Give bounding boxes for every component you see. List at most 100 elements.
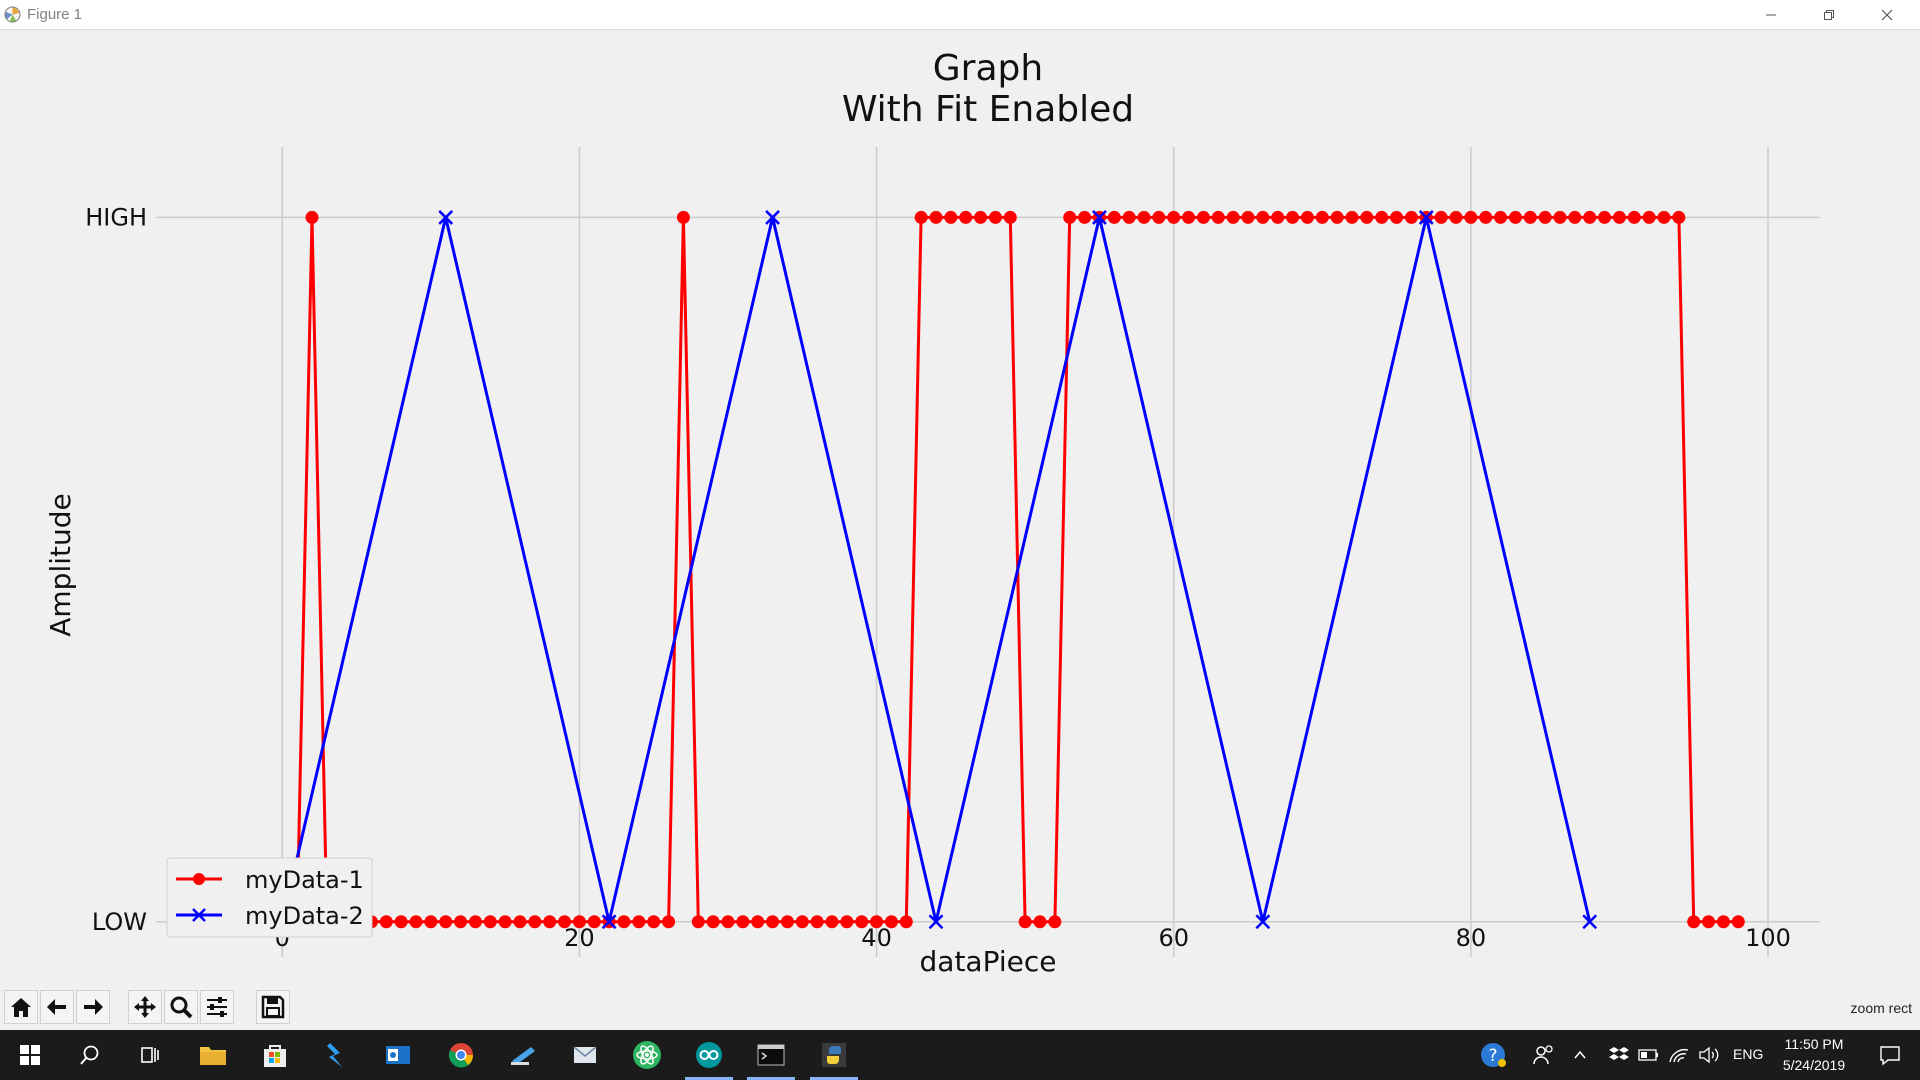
- taskbar-python[interactable]: [806, 1030, 862, 1080]
- x-tick-label: 40: [861, 924, 892, 952]
- move-icon: [134, 996, 156, 1018]
- data-point: [468, 915, 482, 929]
- action-center-button[interactable]: [1862, 1030, 1918, 1080]
- data-point: [1300, 210, 1314, 224]
- taskbar-arduino[interactable]: [681, 1030, 737, 1080]
- notification-icon: [1880, 1046, 1900, 1066]
- help-question-icon: ?: [1481, 1043, 1506, 1067]
- data-point: [1271, 210, 1285, 224]
- home-button[interactable]: [4, 990, 38, 1024]
- data-point: [825, 915, 839, 929]
- close-icon: [1881, 9, 1893, 20]
- toolbar-message: zoom rect: [1850, 1000, 1912, 1016]
- python-icon: [822, 1043, 846, 1067]
- data-point: [647, 915, 661, 929]
- data-point: [1672, 210, 1686, 224]
- clock-time[interactable]: 11:50 PM: [1784, 1036, 1844, 1052]
- data-point: [928, 914, 944, 930]
- configure-subplots-button[interactable]: [200, 990, 234, 1024]
- data-point: [1508, 210, 1522, 224]
- y-tick-label: HIGH: [85, 203, 147, 231]
- data-point: [706, 915, 720, 929]
- taskbar-terminal[interactable]: [743, 1030, 799, 1080]
- atom-icon: [633, 1041, 661, 1069]
- back-button[interactable]: [40, 990, 74, 1024]
- language-indicator[interactable]: ENG: [1733, 1046, 1764, 1062]
- title-bar: Figure 1: [0, 0, 1920, 30]
- zoom-button[interactable]: [164, 990, 198, 1024]
- clock-date[interactable]: 5/24/2019: [1782, 1057, 1846, 1073]
- battery-icon: [1638, 1049, 1658, 1061]
- data-point: [662, 915, 676, 929]
- battery-tray-button[interactable]: [1634, 1030, 1664, 1080]
- data-point: [855, 915, 869, 929]
- volume-tray-button[interactable]: [1694, 1030, 1724, 1080]
- x-tick-label: 80: [1456, 924, 1487, 952]
- data-point: [394, 915, 408, 929]
- envelope-icon: [573, 1046, 597, 1063]
- taskbar-chrome[interactable]: [433, 1030, 489, 1080]
- data-point: [1360, 210, 1374, 224]
- data-point: [305, 210, 319, 224]
- data-point: [617, 915, 631, 929]
- task-view-button[interactable]: [122, 1030, 178, 1080]
- show-hidden-icons-button[interactable]: [1565, 1030, 1595, 1080]
- data-point: [1018, 915, 1032, 929]
- data-point: [409, 915, 423, 929]
- data-point: [1063, 210, 1077, 224]
- lightning-app-icon: [327, 1043, 342, 1067]
- data-point: [1642, 210, 1656, 224]
- data-point: [929, 210, 943, 224]
- data-point: [454, 915, 468, 929]
- speaker-icon: [1699, 1046, 1719, 1064]
- data-point: [1657, 210, 1671, 224]
- x-tick-label: 100: [1745, 924, 1791, 952]
- pan-button[interactable]: [128, 990, 162, 1024]
- wifi-icon: [1669, 1048, 1689, 1063]
- dropbox-tray-button[interactable]: [1604, 1030, 1634, 1080]
- taskbar-vscode-app[interactable]: [308, 1030, 364, 1080]
- taskbar-remote-app[interactable]: [495, 1030, 551, 1080]
- figure-window: Figure 1 0 20 40 60 80 100 LOW HIGH Graph With …: [0, 0, 1920, 1030]
- taskbar-mail-app[interactable]: [557, 1030, 613, 1080]
- close-button[interactable]: [1858, 0, 1916, 29]
- forward-button[interactable]: [76, 990, 110, 1024]
- minimize-button[interactable]: [1742, 0, 1800, 29]
- windows-logo-icon: [20, 1045, 40, 1065]
- data-point: [1523, 210, 1537, 224]
- taskbar-outlook[interactable]: [370, 1030, 426, 1080]
- data-point: [1003, 210, 1017, 224]
- taskbar-atom[interactable]: [619, 1030, 675, 1080]
- taskbar-store[interactable]: [247, 1030, 303, 1080]
- data-point: [1582, 914, 1598, 930]
- data-point: [1211, 210, 1225, 224]
- people-tray-button[interactable]: [1516, 1030, 1572, 1080]
- terminal-icon: [757, 1044, 785, 1066]
- search-button[interactable]: [62, 1030, 118, 1080]
- data-point: [1598, 210, 1612, 224]
- network-tray-button[interactable]: [1664, 1030, 1694, 1080]
- data-point: [1092, 210, 1107, 225]
- data-point: [1196, 210, 1210, 224]
- data-point: [438, 210, 454, 225]
- arrow-left-icon: [47, 999, 66, 1015]
- data-point: [795, 915, 809, 929]
- svg-text:?: ?: [1488, 1046, 1497, 1066]
- matplotlib-app-icon: [4, 6, 21, 23]
- start-button[interactable]: [2, 1030, 58, 1080]
- taskbar-file-explorer[interactable]: [185, 1030, 241, 1080]
- save-button[interactable]: [256, 990, 290, 1024]
- navigation-toolbar: zoom rect: [0, 986, 1920, 1030]
- series-mydata-2: [274, 210, 1598, 930]
- data-point: [1048, 915, 1062, 929]
- task-view-icon: [141, 1047, 159, 1063]
- series-line-mydata-2: [280, 215, 1592, 924]
- restore-icon: [1824, 9, 1834, 20]
- restore-button[interactable]: [1800, 0, 1858, 29]
- floppy-disk-icon: [261, 995, 285, 1019]
- data-point: [1152, 210, 1166, 224]
- data-point: [1390, 210, 1404, 224]
- data-point: [1716, 915, 1730, 929]
- help-tray-button[interactable]: ?: [1465, 1030, 1521, 1080]
